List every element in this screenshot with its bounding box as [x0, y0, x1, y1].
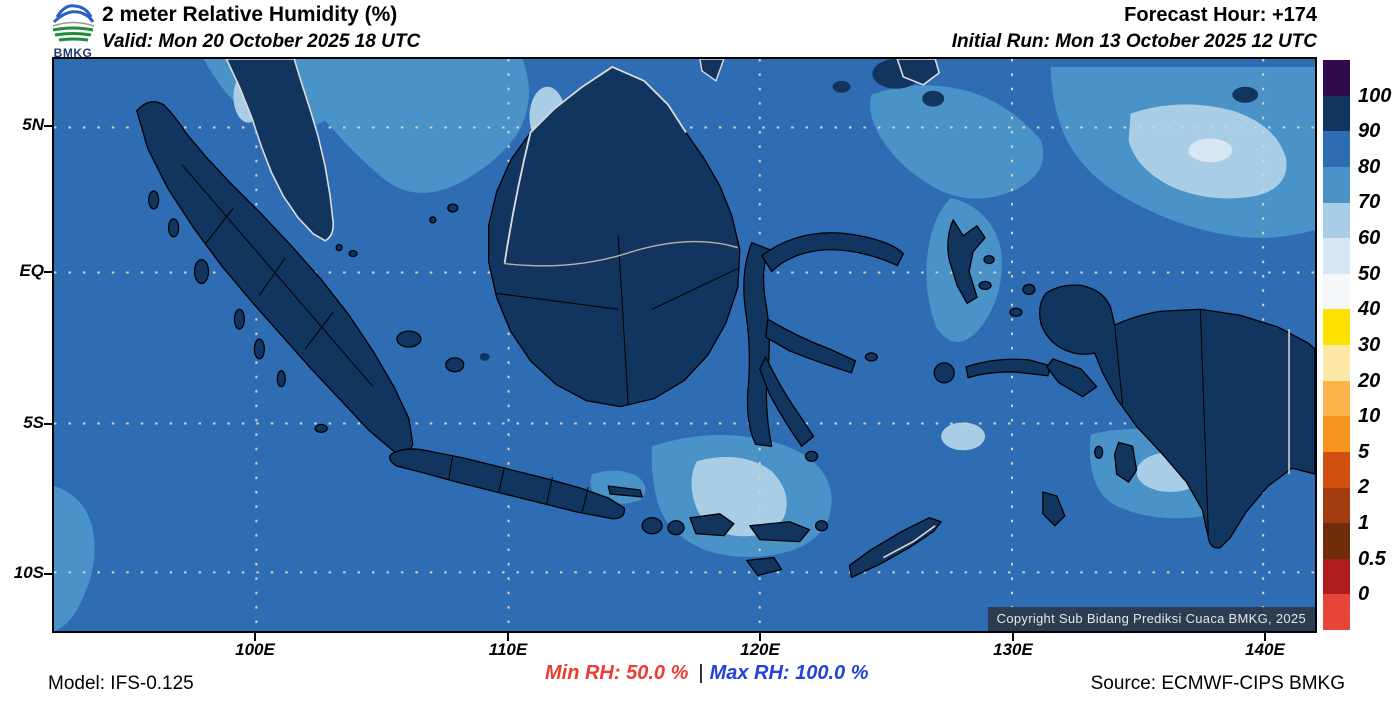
colorbar-label: 80 — [1358, 156, 1381, 178]
page-title: 2 meter Relative Humidity (%) — [102, 3, 398, 26]
foreign-borders — [503, 65, 1290, 559]
java — [389, 448, 643, 520]
colorbar-label: 60 — [1358, 227, 1381, 249]
colorbar-label: 1 — [1358, 512, 1370, 534]
sulawesi — [743, 232, 904, 462]
forecast-hour-label: Forecast Hour: +174 — [1124, 4, 1317, 26]
y-tickmark — [44, 573, 52, 575]
x-tick-130e: 130E — [993, 640, 1033, 659]
colorbar-label: 2 — [1358, 476, 1370, 498]
x-tick-100e: 100E — [235, 640, 275, 659]
title-block: 2 meter Relative Humidity (%) Valid: Mon… — [102, 2, 420, 55]
colorbar-band — [1323, 523, 1350, 559]
colorbar-band — [1323, 60, 1350, 96]
colorbar-band — [1323, 202, 1350, 239]
timor — [848, 517, 942, 579]
province-borders — [181, 163, 1209, 534]
y-tickmark — [44, 271, 52, 273]
colorbar-band — [1323, 594, 1350, 630]
y-tick-eq: EQ — [19, 261, 44, 280]
indonesia-rh-map — [54, 59, 1315, 631]
y-tick-10s: 10S — [13, 563, 44, 582]
forecast-map: Copyright Sub Bidang Prediksi Cuaca BMKG… — [52, 57, 1317, 633]
colorbar-band — [1323, 273, 1350, 310]
colorbar-label: 90 — [1358, 120, 1381, 142]
colorbar-band — [1323, 131, 1350, 167]
copyright-label: Copyright Sub Bidang Prediksi Cuaca BMKG… — [987, 607, 1315, 631]
colorbar-band — [1323, 451, 1350, 488]
y-tick-5s: 5S — [23, 413, 44, 432]
nusa-tenggara — [641, 513, 942, 579]
initial-run-label: Initial Run: Mon 13 October 2025 12 UTC — [951, 31, 1317, 52]
colorbar-band — [1323, 558, 1350, 595]
malay-peninsula — [225, 59, 335, 242]
colorbar-label: 100 — [1358, 85, 1392, 107]
x-tick-140e: 140E — [1245, 640, 1285, 659]
colorbar-label: 0.5 — [1358, 548, 1386, 570]
ocean-90-100-patches — [479, 59, 1259, 361]
ocean-50-60-patch — [1188, 138, 1233, 163]
colorbar-band — [1323, 238, 1350, 274]
colorbar-band — [1323, 166, 1350, 203]
sumatra — [136, 101, 465, 454]
x-tickmark — [1264, 633, 1266, 641]
colorbar-label: 70 — [1358, 191, 1381, 213]
colorbar-label: 20 — [1358, 370, 1381, 392]
small-islands — [335, 203, 459, 258]
x-tick-120e: 120E — [740, 640, 780, 659]
bmkg-emblem-icon — [52, 4, 95, 42]
colorbar-label: 10 — [1358, 405, 1381, 427]
mindanao — [896, 59, 940, 86]
source-label: Source: ECMWF-CIPS BMKG — [1090, 673, 1345, 694]
min-max-separator: | — [698, 662, 704, 684]
colorbar-label: 5 — [1358, 441, 1370, 463]
colorbar-band — [1323, 309, 1350, 345]
x-tickmark — [759, 633, 761, 641]
colorbar-band — [1323, 487, 1350, 524]
x-tick-110e: 110E — [488, 640, 528, 659]
model-label: Model: IFS-0.125 — [48, 673, 194, 694]
colorbar-label: 40 — [1358, 298, 1381, 320]
y-tickmark — [44, 423, 52, 425]
min-rh-label: Min RH: 50.0 % — [545, 662, 689, 684]
colorbar-band — [1323, 95, 1350, 132]
y-tick-5n: 5N — [22, 115, 44, 134]
colorbar-label: 0 — [1358, 583, 1370, 605]
bmkg-logo: BMKG — [44, 1, 102, 60]
x-tickmark — [507, 633, 509, 641]
landmasses — [136, 59, 1315, 579]
min-max-rh: Min RH: 50.0 % | Max RH: 100.0 % — [545, 662, 869, 685]
bmkg-logo-label: BMKG — [53, 46, 93, 60]
colorbar — [1323, 60, 1350, 630]
valid-time-label: Valid: Mon 20 October 2025 18 UTC — [102, 31, 421, 52]
palawan-tip — [699, 59, 725, 82]
maluku-islands — [933, 219, 1052, 384]
colorbar-band — [1323, 380, 1350, 417]
colorbar-band — [1323, 416, 1350, 452]
colorbar-band — [1323, 345, 1350, 381]
colorbar-label: 50 — [1358, 263, 1381, 285]
x-tickmark — [1012, 633, 1014, 641]
papua — [1039, 284, 1315, 549]
borneo — [487, 66, 741, 408]
x-tickmark — [254, 633, 256, 641]
run-info-block: Forecast Hour: +174 Initial Run: Mon 13 … — [952, 3, 1317, 55]
y-tickmark — [44, 125, 52, 127]
colorbar-label: 30 — [1358, 334, 1381, 356]
max-rh-label: Max RH: 100.0 % — [709, 662, 869, 684]
